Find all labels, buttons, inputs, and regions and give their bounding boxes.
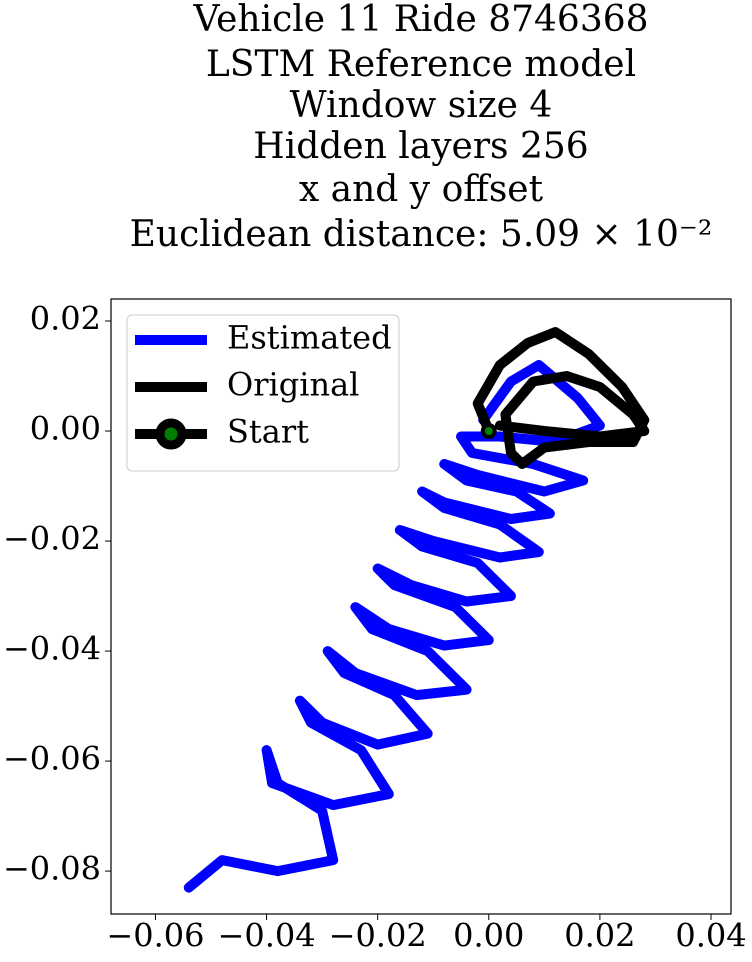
x-tick-label: −0.04: [218, 917, 316, 955]
start-marker: [480, 423, 497, 440]
x-tick-label: 0.02: [564, 917, 635, 955]
legend-label: Start: [227, 413, 309, 451]
x-tick-label: −0.06: [106, 917, 204, 955]
legend: Estimated Original Start: [126, 314, 400, 472]
legend-label: Estimated: [227, 319, 392, 357]
x-tick-label: 0.00: [453, 917, 524, 955]
x-tick-label: −0.02: [329, 917, 427, 955]
chart-title: Euclidean distance: 5.09 × 10⁻²: [130, 214, 713, 255]
chart-title: Vehicle 11 Ride 8746368: [192, 0, 648, 40]
x-tick-label: 0.04: [675, 917, 746, 955]
y-tick-label: 0.00: [30, 410, 101, 448]
y-tick-label: −0.04: [3, 630, 101, 668]
chart-title: x and y offset: [299, 169, 544, 210]
y-tick-label: −0.06: [3, 740, 101, 778]
series-line: [472, 327, 650, 469]
legend-label: Original: [227, 366, 359, 404]
chart-title: Hidden layers 256: [253, 126, 588, 167]
y-tick-label: 0.02: [30, 300, 101, 338]
y-tick-label: −0.02: [3, 520, 101, 558]
axes-frame: [110, 298, 732, 915]
chart-title: LSTM Reference model: [206, 44, 636, 85]
legend-marker: [155, 418, 187, 450]
series-line: [183, 360, 605, 893]
axes: −0.06 −0.04 −0.02 0.00 0.02 0.04 0.02 0.00 −0.02…: [3, 300, 747, 955]
plot-area: [183, 327, 650, 893]
y-tick-label: −0.08: [3, 850, 101, 888]
chart-title: Window size 4: [290, 85, 553, 126]
